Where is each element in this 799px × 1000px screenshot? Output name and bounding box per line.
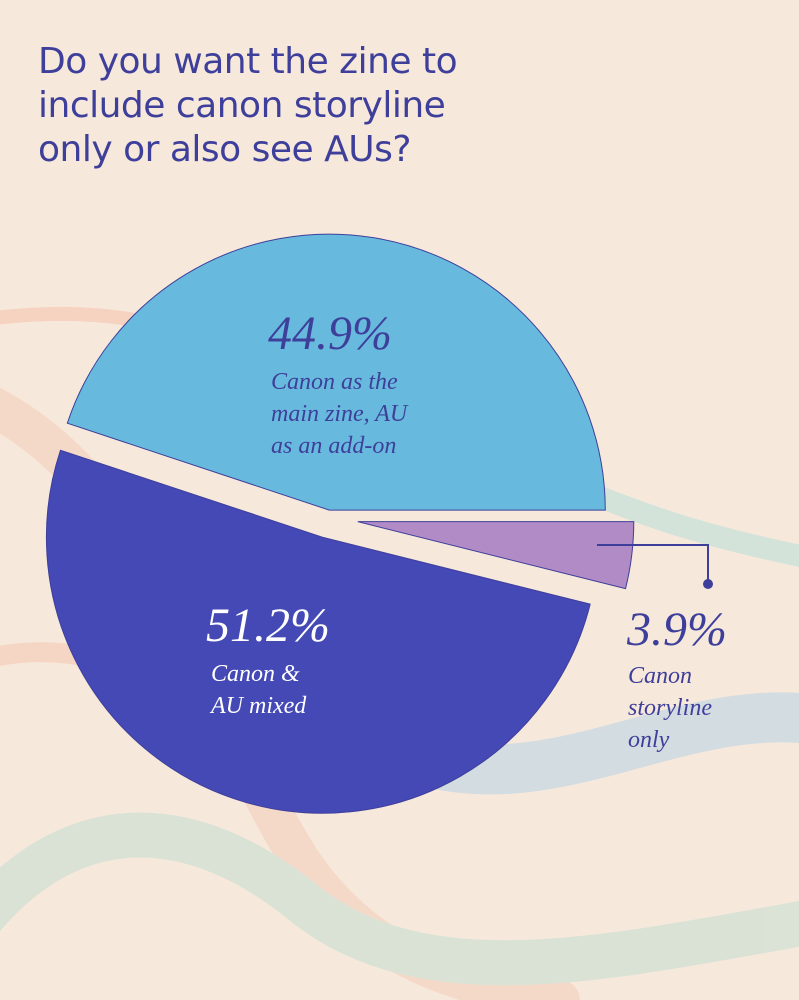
leader-line: [597, 544, 713, 589]
pie-slice: [45, 449, 591, 814]
pie-slice: [66, 233, 606, 511]
slice-value-label: 51.2%: [206, 599, 330, 652]
pie: [45, 233, 635, 814]
pie-slice: [357, 521, 635, 590]
chart-title: Do you want the zine to include canon st…: [38, 41, 458, 170]
slice-category-label: Canon storyline only: [628, 663, 712, 753]
slice-value-label: 44.9%: [268, 307, 392, 360]
slice-category-label: Canon & AU mixed: [211, 661, 307, 719]
slice-value-label: 3.9%: [627, 603, 727, 656]
slice-category-label: Canon as the main zine, AU as an add-on: [271, 369, 408, 459]
